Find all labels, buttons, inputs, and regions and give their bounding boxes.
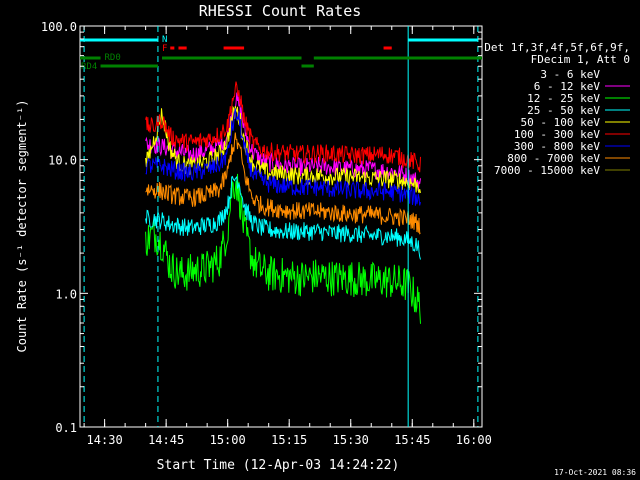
x-tick-label-0: 14:30 [87, 433, 123, 447]
legend-label-4: 50 - 100 keV [521, 116, 601, 129]
x-tick-label-5: 15:45 [394, 433, 430, 447]
series-line-2 [145, 173, 421, 324]
legend-label-2: 12 - 25 keV [527, 92, 600, 105]
series-line-0 [145, 93, 421, 306]
timestamp: 17-Oct-2021 08:36 [554, 468, 636, 477]
series-line-4 [145, 105, 421, 194]
x-tick-label-1: 14:45 [148, 433, 184, 447]
legend-label-0: 3 - 6 keV [540, 68, 600, 81]
y-tick-label-3: 100.0 [41, 20, 77, 34]
flag-label-rd0: RD0 [105, 53, 121, 63]
x-tick-label-4: 15:30 [333, 433, 369, 447]
plot-frame [79, 25, 483, 428]
y-tick-label-2: 10.0 [48, 154, 77, 168]
series-line-7 [145, 132, 421, 235]
chart-title: RHESSI Count Rates [199, 2, 362, 20]
attenuator-flag-layer: NF RD0 RD4 [80, 35, 482, 72]
legend-label-8: 7000 - 15000 keV [494, 164, 600, 177]
legend-label-6: 300 - 800 keV [514, 140, 600, 153]
flag-label-n: N [162, 35, 167, 45]
legend-header-1: FDecim 1, Att 0 [531, 53, 630, 66]
legend-label-7: 800 - 7000 keV [507, 152, 600, 165]
axis-layer: 14:30 14:45 15:00 15:15 15:30 15:45 16:00 0.1 1.… [41, 20, 492, 447]
x-tick-label-2: 15:00 [210, 433, 246, 447]
y-axis-label: Count Rate (s⁻¹ detector segment⁻¹) [15, 100, 29, 353]
legend: Det 1f,3f,4f,5f,6f,9f,FDecim 1, Att 0 3 -… [484, 41, 630, 177]
flag-label-f: F [162, 44, 167, 54]
y-tick-label-1: 1.0 [55, 287, 77, 301]
legend-label-3: 25 - 50 keV [527, 104, 600, 117]
flag-label-rd4: RD4 [81, 62, 97, 72]
vertical-marker-layer [83, 26, 479, 427]
x-tick-label-3: 15:15 [271, 433, 307, 447]
y-tick-label-0: 0.1 [55, 421, 77, 435]
legend-header-0: Det 1f,3f,4f,5f,6f,9f, [484, 41, 630, 54]
series-line-5 [145, 81, 421, 173]
x-axis-label: Start Time (12-Apr-03 14:24:22) [157, 458, 400, 473]
legend-label-1: 6 - 12 keV [534, 80, 601, 93]
series-layer [145, 81, 421, 324]
series-line-3 [145, 175, 421, 260]
legend-label-5: 100 - 300 keV [514, 128, 600, 141]
series-line-6 [145, 108, 421, 206]
x-tick-label-6: 16:00 [456, 433, 492, 447]
